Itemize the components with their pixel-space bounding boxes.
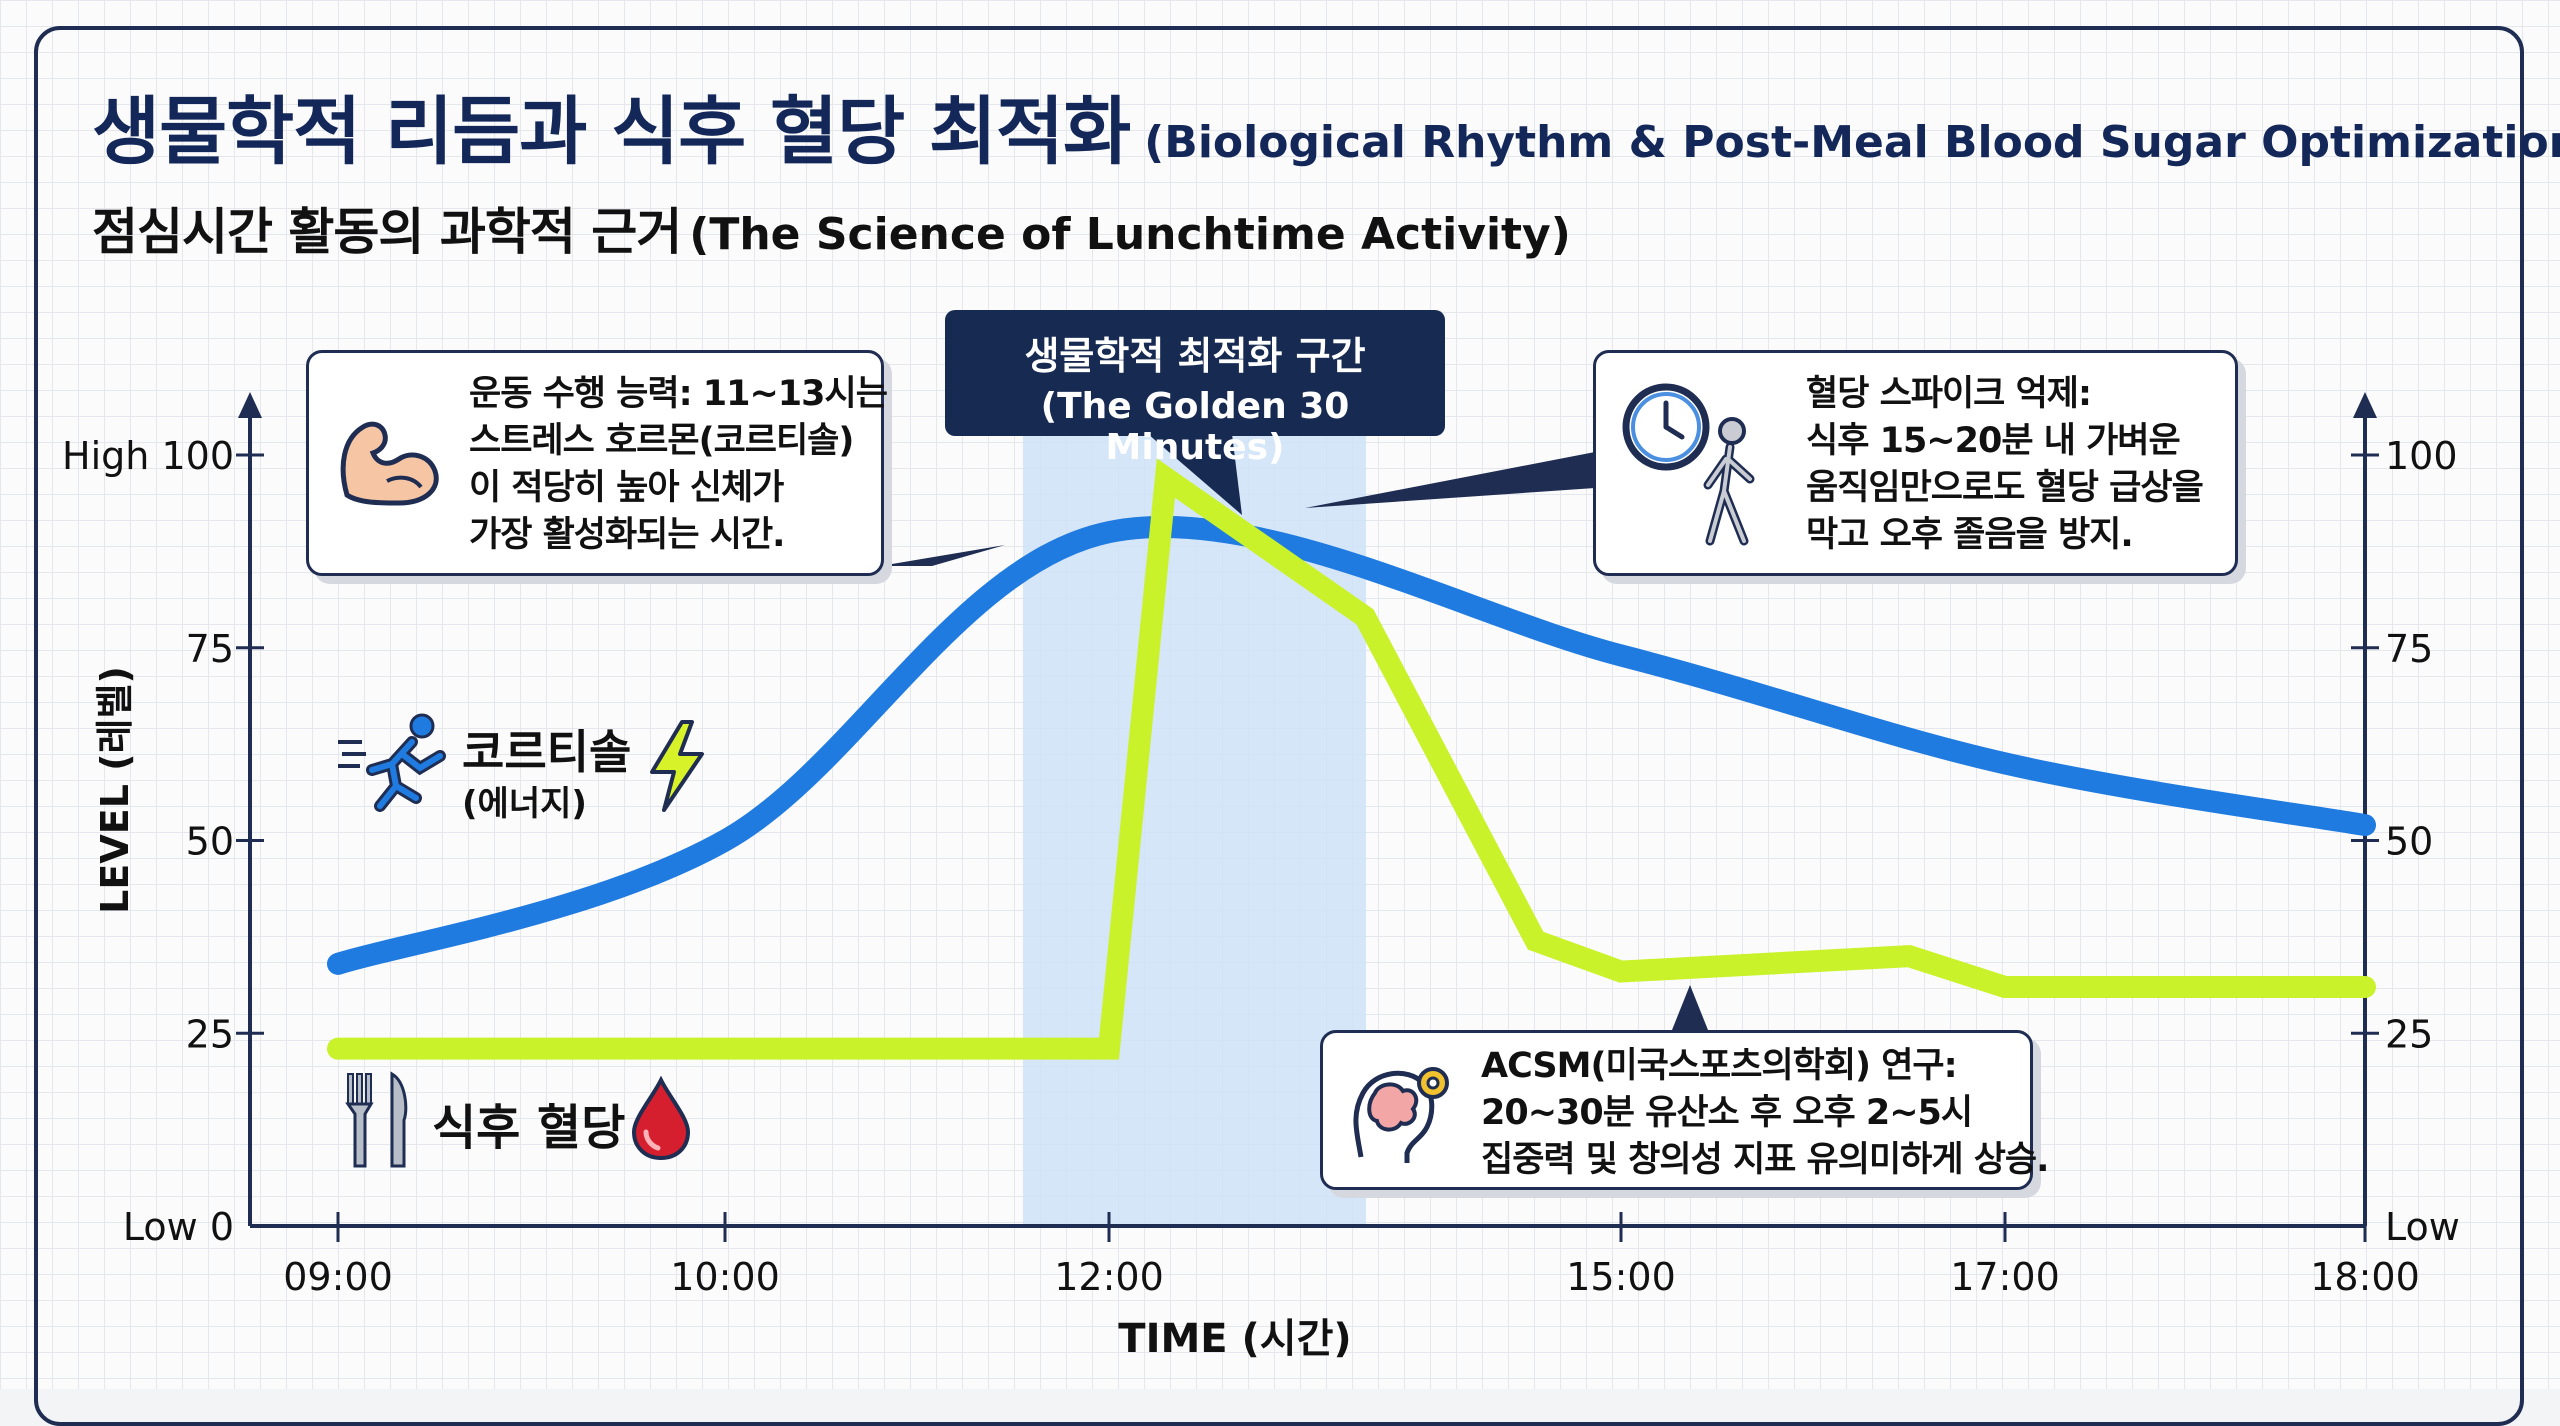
y-tick-label-right: 75: [2385, 627, 2433, 671]
series-layer: [327, 458, 2376, 1060]
y-tick-label-right: 50: [2385, 820, 2433, 864]
x-tick-label: 12:00: [1054, 1255, 1164, 1299]
y-tick-label-left: 25: [186, 1012, 234, 1056]
acsm-line-1: ACSM(미국스포츠의학회) 연구:: [1481, 1046, 1958, 1086]
spike-callout-pointer: [1305, 452, 1595, 508]
spike-line-3: 움직임만으로도 혈당 급상을: [1806, 468, 2204, 508]
y-tick-label-left: 50: [186, 820, 234, 864]
golden-zone-label: 생물학적 최적화 구간 (The Golden 30 Minutes): [945, 310, 1445, 468]
spike-line-1: 혈당 스파이크 억제:: [1806, 374, 2092, 414]
page-subtitle: 점심시간 활동의 과학적 근거 (The Science of Lunchtime…: [92, 192, 1571, 264]
y-tick-label-left: High 100: [62, 434, 234, 478]
y-axis-title: LEVEL (레벨): [93, 666, 137, 914]
walking-person-icon: [1703, 417, 1755, 546]
x-tick-label: 18:00: [2310, 1255, 2420, 1299]
glucose-series-line: [327, 458, 2376, 1060]
title-korean: 생물학적 리듬과 식후 혈당 최적화: [92, 89, 1131, 175]
golden-pointer: [1148, 434, 1242, 515]
fork-knife-icon: [345, 1071, 408, 1168]
acsm-line-3: 집중력 및 창의성 지표 유의미하게 상승.: [1481, 1140, 2049, 1180]
glucose-legend-label: 식후 혈당: [432, 1100, 626, 1156]
subtitle-korean: 점심시간 활동의 과학적 근거: [92, 203, 682, 261]
spike-line-2: 식후 15~20분 내 가벼운: [1806, 421, 2181, 461]
exercise-line-3: 이 적당히 높아 신체가: [469, 468, 784, 508]
y-tick-label-left: Low 0: [123, 1205, 234, 1249]
lightning-icon: [650, 720, 704, 812]
x-tick-label: 15:00: [1566, 1255, 1676, 1299]
exercise-line-2: 스트레스 호르몬(코르티솔): [469, 421, 854, 461]
exercise-callout-pointer: [880, 545, 1005, 566]
x-tick-label: 10:00: [670, 1255, 780, 1299]
blood-drop-icon: [631, 1076, 691, 1160]
golden-zone-subtitle: (The Golden 30 Minutes): [1040, 386, 1350, 468]
cortisol-series-line: [327, 515, 2376, 975]
y-tick-label-right: 100: [2385, 434, 2458, 478]
acsm-callout: ACSM(미국스포츠의학회) 연구: 20~30분 유산소 후 오후 2~5시 …: [1320, 1030, 2049, 1190]
cortisol-legend-sub: (에너지): [462, 784, 587, 824]
y-axis-right-arrow: [2353, 392, 2377, 418]
x-tick-label: 09:00: [283, 1255, 393, 1299]
spike-line-4: 막고 오후 졸음을 방지.: [1806, 515, 2134, 555]
acsm-callout-pointer: [1672, 985, 1708, 1030]
running-person-icon: [338, 713, 446, 812]
subtitle-english: (The Science of Lunchtime Activity): [689, 209, 1571, 260]
title-english: (Biological Rhythm & Post-Meal Blood Sug…: [1144, 117, 2560, 168]
x-axis-title: TIME (시간): [1118, 1316, 1351, 1362]
y-tick-label-right: Low: [2385, 1205, 2460, 1249]
acsm-line-2: 20~30분 유산소 후 오후 2~5시: [1481, 1093, 1973, 1133]
x-tick-label: 17:00: [1950, 1255, 2060, 1299]
exercise-line-4: 가장 활성화되는 시간.: [469, 515, 785, 555]
page-title: 생물학적 리듬과 식후 혈당 최적화 (Biological Rhythm & P…: [92, 72, 2560, 179]
golden-zone-title: 생물학적 최적화 구간: [1024, 334, 1366, 378]
y-tick-label-left: 75: [186, 627, 234, 671]
flexed-bicep-icon: [340, 421, 439, 506]
cortisol-legend-label: 코르티솔: [462, 725, 632, 779]
y-tick-label-right: 25: [2385, 1012, 2433, 1056]
exercise-line-1: 운동 수행 능력: 11~13시는: [469, 374, 888, 414]
chart-svg: Low 0 Low 25 25 50 50 75 75 High 100 100 09:00 10:0…: [62, 392, 2460, 1362]
clock-icon: [1622, 383, 1710, 471]
exercise-callout: 운동 수행 능력: 11~13시는 스트레스 호르몬(코르티솔) 이 적당히 높…: [306, 350, 888, 576]
chart-ticks: Low 0 Low 25 25 50 50 75 75 High 100 100 09:00 10:0…: [62, 434, 2460, 1362]
y-axis-left-arrow: [238, 392, 262, 418]
spike-callout: 혈당 스파이크 억제: 식후 15~20분 내 가벼운 움직임만으로도 혈당 급…: [1593, 350, 2238, 576]
brain-gear-icon: [1353, 1067, 1449, 1163]
